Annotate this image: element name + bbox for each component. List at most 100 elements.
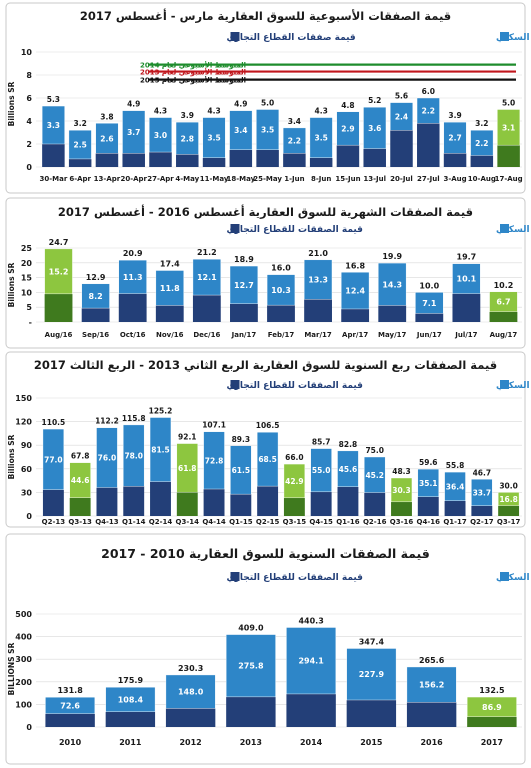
bar-commercial-segment [417, 123, 440, 167]
weekly-bar: 2.7 3.9 [443, 111, 467, 167]
x-category-label: 17-Aug [495, 175, 523, 183]
bar-commercial-segment [150, 481, 171, 516]
legend-residential-swatch [500, 224, 509, 233]
bar-commercial-segment [378, 305, 407, 322]
bar-commercial-segment [310, 491, 332, 516]
bar-total-value: 3.2 [74, 119, 87, 128]
bar-residential-segment [96, 427, 118, 488]
bar-commercial-segment [443, 153, 467, 167]
y-tick-label: 10 [21, 288, 33, 297]
bar-total-value: 21.0 [308, 249, 328, 258]
bar-residential-value: 86.9 [482, 703, 502, 712]
annual-chart: قيمة الصفقات السنوية للسوق العقارية 2010… [5, 533, 531, 765]
bar-residential-segment [225, 634, 276, 698]
bar-residential-value: 33.7 [473, 489, 492, 498]
bar-commercial-segment [69, 497, 91, 516]
monthly-bar: 10.1 19.7 [452, 253, 481, 322]
bar-total-value: 19.7 [457, 253, 477, 262]
x-category-label: 10-Aug [468, 175, 496, 183]
x-category-label: 2010 [59, 738, 82, 747]
bar-total-value: 16.0 [271, 264, 291, 273]
weekly-bar: 3.4 4.9 [229, 100, 253, 167]
legend-commercial-label: قيمة الصفقات للقطاع التجاري [227, 573, 364, 583]
bar-commercial-segment [267, 305, 295, 322]
quarterly-bar: 16.8 30.0 [497, 481, 520, 516]
weekly-bar: 3.6 5.2 [363, 96, 387, 167]
bar-total-value: 115.8 [122, 414, 146, 423]
bar-residential-value: 12.7 [234, 281, 254, 290]
x-category-label: Q2-15 [256, 518, 280, 526]
bar-residential-segment [489, 291, 518, 312]
bar-residential-segment [41, 105, 65, 145]
bar-residential-segment [497, 492, 520, 506]
legend-commercial-label: قيمة صفقات القطاع التجاري [227, 33, 356, 43]
y-axis-label: Billions SR [7, 434, 16, 479]
x-category-label: 1-Jun [284, 175, 304, 183]
annual-legend: قيمة الصفقات للقطاع السكني قيمة الصفقات ل… [227, 572, 531, 583]
quarterly-bar: 44.6 67.8 [69, 452, 91, 516]
y-tick-label: 150 [15, 394, 32, 403]
bar-commercial-segment [202, 157, 226, 167]
bar-total-value: 82.8 [339, 440, 358, 449]
bar-total-value: 92.1 [178, 433, 197, 442]
y-tick-label: 30 [21, 488, 33, 497]
weekly-bar: 3.1 5.0 [497, 99, 521, 167]
x-category-label: 11-May [200, 175, 229, 183]
legend-residential-label: قيمة الصفقات للقطاع السكني [496, 225, 531, 235]
bar-residential-segment [390, 102, 413, 131]
bar-commercial-segment [122, 153, 145, 167]
bar-total-value: 4.8 [341, 101, 354, 110]
bar-residential-segment [444, 471, 466, 501]
bar-residential-segment [406, 666, 457, 703]
bar-residential-value: 61.8 [178, 464, 197, 473]
bar-commercial-segment [286, 693, 336, 727]
bar-commercial-segment [346, 699, 397, 727]
bar-residential-value: 68.5 [258, 455, 277, 464]
x-category-label: Mar/17 [304, 331, 332, 339]
bar-residential-value: 72.8 [205, 456, 224, 465]
bar-residential-value: 61.5 [232, 466, 251, 475]
monthly-bar: 14.3 19.9 [378, 252, 407, 322]
bar-residential-segment [123, 424, 145, 487]
bar-residential-segment [303, 259, 333, 300]
bar-total-value: 5.3 [47, 95, 60, 104]
bar-total-value: 4.3 [207, 107, 220, 116]
x-category-label: 13-Apr [94, 175, 121, 183]
x-category-label: Q3-13 [68, 518, 92, 526]
bar-residential-segment [81, 283, 110, 309]
bar-commercial-segment [230, 303, 258, 322]
x-category-label: 2016 [420, 738, 443, 747]
weekly-bar: 3.5 4.3 [202, 107, 226, 167]
monthly-bar: 12.4 16.8 [341, 261, 370, 322]
y-tick-label: 25 [21, 244, 33, 253]
x-category-label: 27-Apr [147, 175, 174, 183]
bar-residential-segment [176, 443, 198, 493]
bar-commercial-segment [230, 494, 252, 516]
monthly-bar: 10.3 16.0 [266, 264, 296, 322]
legend-residential-swatch [500, 380, 509, 389]
monthly-bar: 13.3 21.0 [303, 249, 333, 322]
bar-commercial-segment [337, 486, 359, 516]
bar-residential-value: 45.2 [365, 471, 384, 480]
quarterly-bar: 35.1 59.6 [417, 458, 439, 516]
bar-commercial-segment [341, 308, 370, 322]
quarterly-bar: 42.9 66.0 [283, 453, 306, 516]
bar-total-value: 46.7 [473, 468, 492, 477]
bar-residential-segment [42, 428, 65, 490]
bar-total-value: 3.9 [448, 111, 461, 120]
bar-total-value: 75.0 [365, 446, 384, 455]
monthly-chart: قيمة الصفقات الشهرية للسوق العقارية أغسط… [5, 197, 531, 349]
bar-residential-segment [175, 121, 199, 155]
bar-total-value: 4.3 [315, 107, 328, 116]
bar-residential-value: 156.2 [419, 681, 444, 690]
monthly-legend: قيمة الصفقات للقطاع السكني قيمة الصفقات ل… [227, 224, 531, 235]
bar-residential-value: 16.8 [499, 495, 518, 504]
x-category-label: Q3-14 [176, 518, 200, 526]
bar-commercial-segment [81, 308, 110, 322]
x-category-label: 2011 [119, 738, 142, 747]
bar-commercial-segment [304, 299, 332, 322]
x-category-label: 25-May [253, 175, 282, 183]
bar-residential-value: 2.2 [288, 137, 301, 146]
